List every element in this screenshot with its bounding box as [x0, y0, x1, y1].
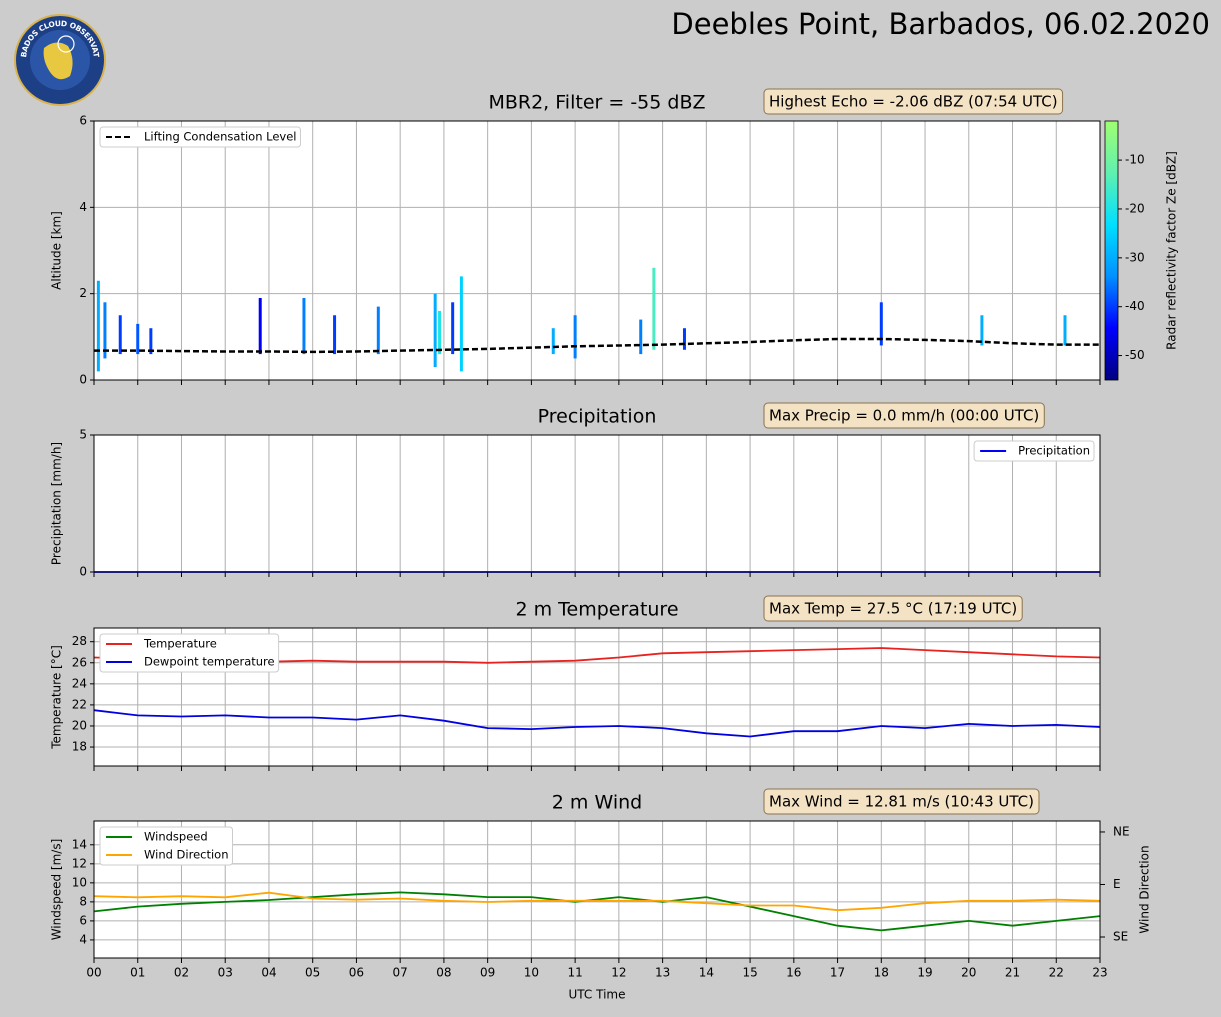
colorbar-tick-label: -30: [1125, 250, 1145, 264]
x-tick-label: 12: [611, 966, 626, 980]
legend-label: Wind Direction: [144, 848, 229, 862]
y-tick-label: 5: [79, 428, 87, 442]
page-title: Deebles Point, Barbados, 06.02.2020: [671, 7, 1210, 41]
y-tick-label: 6: [79, 114, 87, 128]
x-tick-label: 22: [1049, 966, 1064, 980]
y-tick-label: 20: [72, 718, 87, 732]
x-tick-label: 09: [480, 966, 495, 980]
y2-tick-label: NE: [1113, 824, 1130, 838]
colorbar-label: Radar reflectivity factor Ze [dBZ]: [1165, 151, 1179, 350]
legend-label: Dewpoint temperature: [144, 655, 275, 669]
colorbar-tick-label: -20: [1125, 201, 1145, 215]
y-axis-label: Windspeed [m/s]: [50, 839, 64, 941]
y-tick-label: 2: [79, 286, 87, 300]
annotation: Max Temp = 27.5 °C (17:19 UTC): [769, 600, 1017, 618]
x-tick-label: 02: [174, 966, 189, 980]
y2-tick-label: SE: [1113, 929, 1128, 943]
annotation: Max Precip = 0.0 mm/h (00:00 UTC): [769, 407, 1039, 425]
x-tick-label: 20: [961, 966, 976, 980]
legend: Temperature Dewpoint temperature: [100, 634, 279, 672]
panel-title: MBR2, Filter = -55 dBZ: [488, 92, 705, 114]
x-tick-label: 01: [130, 966, 145, 980]
plot-area: [94, 435, 1100, 572]
page: BARBADOS CLOUD OBSERVATORY Deebles Point…: [0, 0, 1221, 1017]
annotation-box: Max Temp = 27.5 °C (17:19 UTC): [764, 596, 1022, 621]
y-tick-label: 24: [72, 676, 87, 690]
y-tick-label: 14: [72, 837, 87, 851]
panel-title: 2 m Wind: [552, 792, 642, 814]
x-tick-label: 08: [436, 966, 451, 980]
x-tick-label: 17: [830, 966, 845, 980]
legend: Windspeed Wind Direction: [100, 827, 233, 865]
colorbar: [1105, 121, 1118, 380]
y-axis-label: Altitude [km]: [50, 211, 64, 290]
x-tick-label: 10: [524, 966, 539, 980]
y-tick-label: 26: [72, 655, 87, 669]
x-tick-label: 05: [305, 966, 320, 980]
plot-area: [94, 821, 1100, 958]
x-tick-label: 21: [1005, 966, 1020, 980]
y2-axis-label: Wind Direction: [1138, 845, 1152, 933]
colorbar-tick-label: -10: [1125, 153, 1145, 167]
x-axis-label: UTC Time: [569, 988, 626, 1002]
x-tick-label: 06: [349, 966, 364, 980]
legend-label: Precipitation: [1018, 444, 1090, 458]
y-tick-label: 0: [79, 373, 87, 387]
y-tick-label: 0: [79, 565, 87, 579]
legend-label: Temperature: [143, 637, 217, 651]
legend: Precipitation: [974, 441, 1094, 461]
y-axis-label: Temperature [°C]: [50, 645, 64, 750]
legend-label: Windspeed: [144, 830, 208, 844]
y-tick-label: 10: [72, 875, 87, 889]
colorbar-tick-label: -40: [1125, 299, 1145, 313]
y-tick-label: 4: [79, 932, 87, 946]
annotation-box: Max Precip = 0.0 mm/h (00:00 UTC): [764, 403, 1044, 428]
x-tick-label: 15: [742, 966, 757, 980]
y2-tick-label: E: [1113, 877, 1121, 891]
annotation: Max Wind = 12.81 m/s (10:43 UTC): [769, 793, 1034, 811]
x-tick-label: 16: [786, 966, 801, 980]
x-tick-label: 07: [393, 966, 408, 980]
x-tick-label: 03: [218, 966, 233, 980]
y-tick-label: 18: [72, 740, 87, 754]
y-tick-label: 22: [72, 697, 87, 711]
x-tick-label: 00: [86, 966, 101, 980]
annotation-box: Highest Echo = -2.06 dBZ (07:54 UTC): [764, 89, 1063, 114]
colorbar-tick-label: -50: [1125, 348, 1145, 362]
annotation-box: Max Wind = 12.81 m/s (10:43 UTC): [764, 789, 1039, 814]
x-tick-label: 18: [874, 966, 889, 980]
x-tick-label: 14: [699, 966, 714, 980]
y-tick-label: 8: [79, 894, 87, 908]
x-tick-label: 04: [261, 966, 276, 980]
legend-label: Lifting Condensation Level: [144, 130, 297, 144]
x-tick-label: 13: [655, 966, 670, 980]
y-axis-label: Precipitation [mm/h]: [50, 442, 64, 565]
x-tick-label: 19: [917, 966, 932, 980]
panel-title: Precipitation: [538, 406, 657, 428]
x-tick-label: 23: [1092, 966, 1107, 980]
legend: Lifting Condensation Level: [100, 127, 301, 147]
y-tick-label: 4: [79, 200, 87, 214]
panel-title: 2 m Temperature: [515, 599, 678, 621]
annotation: Highest Echo = -2.06 dBZ (07:54 UTC): [769, 93, 1058, 111]
x-tick-label: 11: [567, 966, 582, 980]
y-tick-label: 6: [79, 913, 87, 927]
y-tick-label: 12: [72, 856, 87, 870]
y-tick-label: 28: [72, 634, 87, 648]
